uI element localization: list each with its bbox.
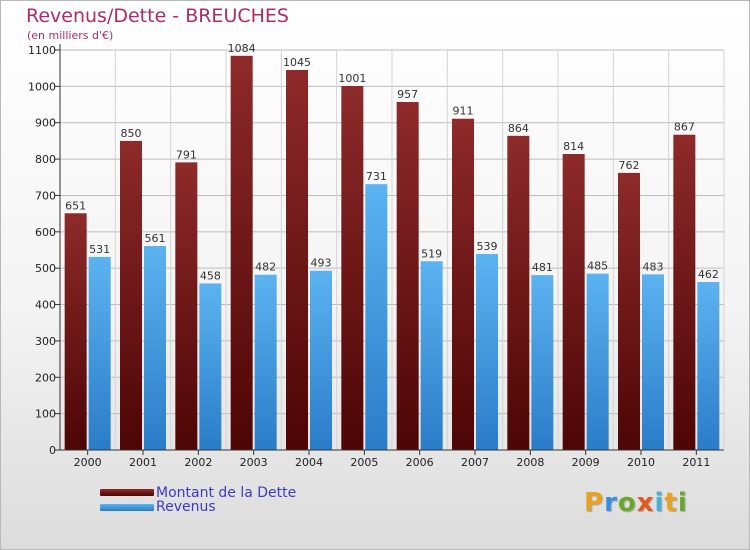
data-label-revenus-2000: 531	[89, 243, 110, 256]
data-label-revenus-2004: 493	[311, 257, 332, 270]
x-tick-label-2001: 2001	[129, 456, 157, 469]
bar-revenus-2008	[531, 275, 554, 450]
x-tick-label-2004: 2004	[295, 456, 323, 469]
chart-subtitle: (en milliers d'€)	[27, 29, 114, 42]
y-tick-label: 0	[49, 444, 56, 457]
x-tick-label-2002: 2002	[184, 456, 212, 469]
x-tick-label-2009: 2009	[572, 456, 600, 469]
legend-swatch-revenus	[100, 504, 154, 511]
legend-swatch-dette	[100, 489, 154, 496]
x-tick-label-2008: 2008	[516, 456, 544, 469]
y-tick-label: 400	[35, 299, 56, 312]
bar-dette-2004	[286, 70, 308, 450]
grid-lines	[60, 49, 725, 450]
bar-dette-2001	[120, 140, 142, 450]
bar-dette-2008	[507, 135, 530, 450]
bar-dette-2005	[341, 86, 364, 450]
y-tick-label: 900	[35, 117, 56, 130]
x-tick-label-2011: 2011	[682, 456, 710, 469]
data-label-revenus-2003: 482	[255, 261, 276, 274]
data-label-dette-2001: 850	[121, 127, 142, 140]
data-label-revenus-2010: 483	[643, 260, 664, 273]
bar-revenus-2011	[697, 282, 720, 450]
data-label-dette-2009: 814	[563, 140, 584, 153]
bar-revenus-2000	[88, 256, 111, 450]
data-label-revenus-2002: 458	[200, 269, 221, 282]
axes: 0 100 200 300 400 500 600 700 800 900 1000 1100 2000…	[28, 44, 724, 469]
bar-revenus-2007	[476, 254, 498, 450]
bar-dette-2006	[396, 102, 419, 450]
logo-letter: x	[636, 488, 655, 518]
x-tick-label-2003: 2003	[240, 456, 268, 469]
bar-dette-2009	[562, 154, 585, 450]
bar-revenus-2001	[144, 246, 166, 450]
data-label-revenus-2011: 462	[698, 268, 719, 281]
data-label-revenus-2007: 539	[477, 240, 498, 253]
bar-revenus-2003	[254, 274, 277, 450]
bar-revenus-2005	[365, 184, 388, 450]
proxiti-logo: Proxiti	[584, 488, 688, 518]
labels: 651 531 850 561 791 458 1084 482 1045 493 1001 731 9…	[65, 42, 719, 283]
data-label-dette-2000: 651	[65, 199, 86, 212]
data-label-revenus-2009: 485	[587, 260, 608, 273]
bar-dette-2011	[673, 134, 696, 450]
x-tick-label-2010: 2010	[627, 456, 655, 469]
bar-revenus-2006	[420, 261, 443, 450]
data-label-dette-2005: 1001	[338, 72, 366, 85]
data-label-revenus-2001: 561	[145, 232, 166, 245]
data-label-revenus-2006: 519	[421, 247, 442, 260]
data-label-dette-2002: 791	[176, 148, 197, 161]
bar-revenus-2002	[199, 283, 222, 450]
x-tick-label-2006: 2006	[406, 456, 434, 469]
bar-revenus-2010	[642, 274, 664, 450]
data-label-dette-2004: 1045	[283, 56, 311, 69]
bar-dette-2010	[618, 172, 640, 450]
bar-revenus-2004	[310, 270, 332, 450]
data-label-revenus-2008: 481	[532, 261, 553, 274]
y-tick-label: 700	[35, 189, 56, 202]
data-label-dette-2003: 1084	[228, 42, 256, 55]
logo-letter: r	[604, 488, 618, 518]
data-label-dette-2011: 867	[674, 121, 695, 134]
legend-label-revenus: Revenus	[156, 499, 216, 515]
y-tick-label: 600	[35, 226, 56, 239]
x-tick-label-2007: 2007	[461, 456, 489, 469]
logo-letter: t	[664, 488, 678, 518]
logo-letter: i	[677, 488, 688, 518]
y-tick-label: 1000	[28, 80, 56, 93]
x-tick-label-2005: 2005	[350, 456, 378, 469]
bar-dette-2003	[230, 55, 253, 451]
logo-letter: o	[617, 488, 637, 518]
data-label-dette-2010: 762	[619, 159, 640, 172]
x-tick-label-2000: 2000	[74, 456, 102, 469]
bar-revenus-2009	[586, 273, 609, 450]
y-tick-label: 300	[35, 335, 56, 348]
bar-dette-2000	[64, 213, 87, 450]
bar-dette-2002	[175, 162, 198, 450]
data-label-revenus-2005: 731	[366, 170, 387, 183]
data-label-dette-2008: 864	[508, 122, 529, 135]
logo-letter: i	[654, 488, 665, 518]
y-tick-label: 800	[35, 153, 56, 166]
y-tick-label: 100	[35, 408, 56, 421]
data-label-dette-2007: 911	[453, 105, 474, 118]
legend-label-dette: Montant de la Dette	[156, 485, 297, 501]
bars	[64, 55, 720, 451]
y-tick-label: 500	[35, 262, 56, 275]
chart-title: Revenus/Dette - BREUCHES	[26, 5, 289, 27]
y-tick-label: 200	[35, 371, 56, 384]
logo-letter: P	[584, 488, 605, 518]
data-label-dette-2006: 957	[397, 88, 418, 101]
bar-dette-2007	[452, 118, 474, 451]
y-tick-label: 1100	[28, 44, 56, 57]
